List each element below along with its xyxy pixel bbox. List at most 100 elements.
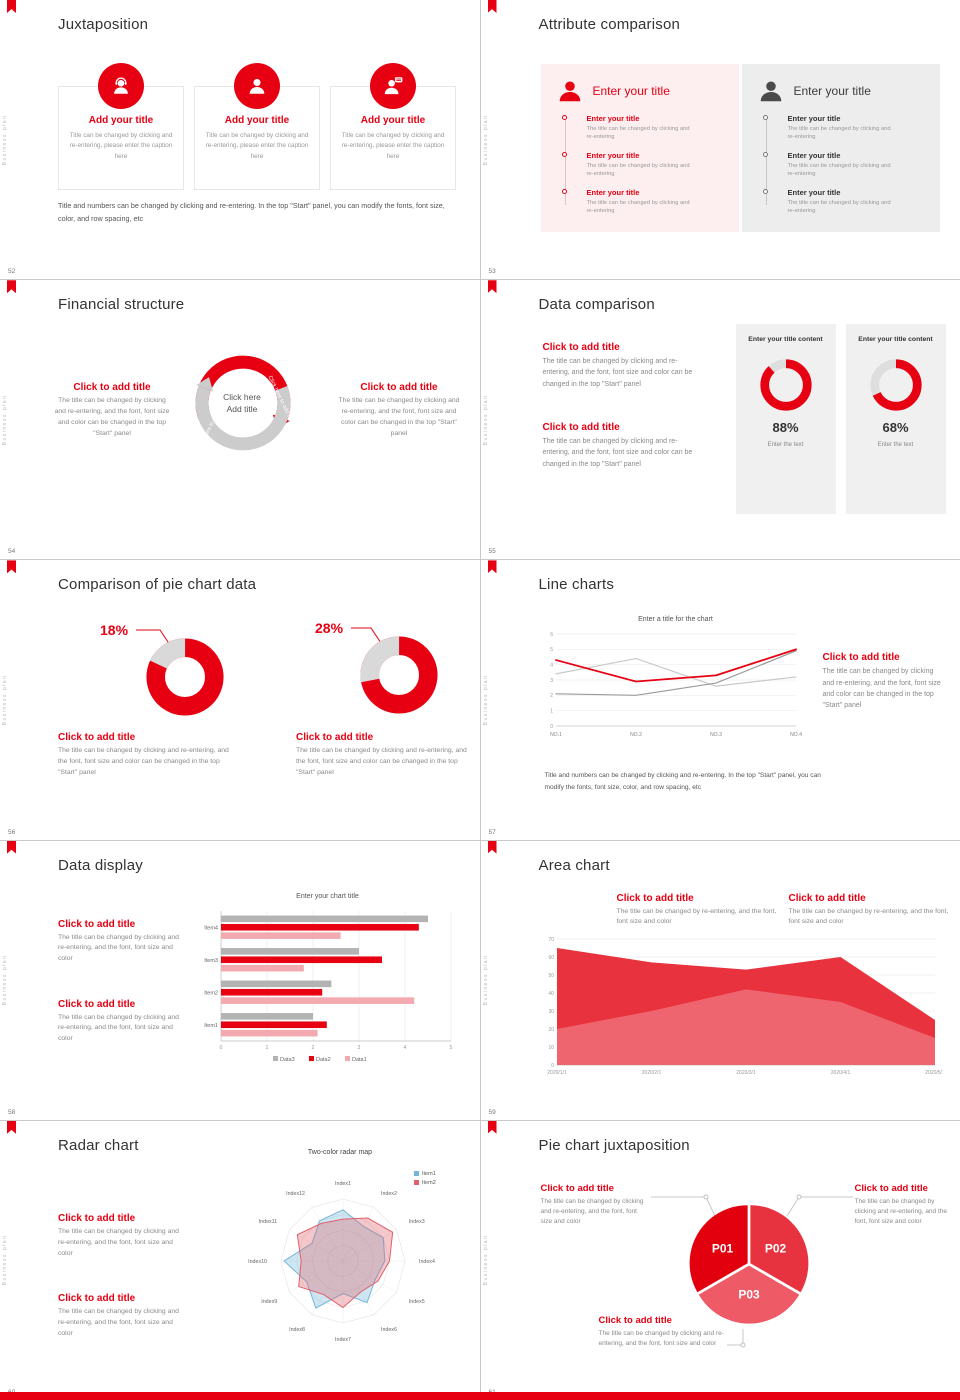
slide-number: 56 [8,828,16,836]
text-block: Click to add title The title can be chan… [823,652,947,711]
callout-line [136,629,173,649]
card-caption: Title can be changed by clicking and re-… [205,132,309,160]
legend-swatch-item1 [414,1171,419,1177]
legend-label: Item2 [422,1179,436,1186]
panel-header: Enter your title [557,78,729,104]
side-label: Business plan [482,114,489,165]
stat-card: Enter your title content 68% Enter the t… [845,324,946,515]
block-body: The title can be changed by clicking and… [58,1013,179,1043]
corner-flag-icon [487,1120,497,1134]
slide-58-data-display[interactable]: Business plan Data display Click to add … [0,840,480,1120]
svg-text:0: 0 [220,1045,223,1051]
side-label: Business plan [482,954,489,1006]
corner-flag-icon [7,280,16,294]
corner-flag-icon [487,840,497,854]
block-title: Click to add title [542,422,620,434]
legend-item: Item2 [414,1180,436,1186]
block-body: The title can be changed by clicking and… [542,438,693,468]
arrowhead-gray [196,377,214,392]
block-body: The title can be changed by clicking and… [822,668,941,709]
person-chat-icon [370,63,416,109]
item-desc: The title can be changed by clicking and… [586,162,690,178]
slide-54-financial-structure[interactable]: Business plan Financial structure Click … [0,280,480,560]
side-label: Business plan [2,114,8,165]
pie-chart: P01 P02 P03 [684,1199,814,1329]
slide-59-area-chart[interactable]: Business plan Area chart Click to add ti… [480,840,960,1120]
feature-card: Add your title Title can be changed by c… [194,63,320,190]
block-title: Click to add title [58,918,136,930]
svg-text:P03: P03 [738,1287,760,1301]
svg-text:NO.4: NO.4 [789,732,801,738]
slide-60-radar-chart[interactable]: Business plan Radar chart Click to add t… [0,1120,480,1400]
timeline-dot-icon [763,151,768,157]
text-block-bottom: Click to add title The title can be chan… [599,1315,725,1349]
block-body: The title can be changed by clicking and… [542,358,693,388]
person-icon [557,78,583,104]
slide-56-pie-comparison[interactable]: Business plan Comparison of pie chart da… [0,560,480,840]
slide-53-attribute-comparison[interactable]: Business plan Attribute comparison Enter… [480,0,960,280]
svg-text:NO.3: NO.3 [709,732,721,738]
corner-flag-icon [487,280,497,294]
slide-52-juxtaposition[interactable]: Business plan Juxtaposition Add your tit… [0,0,480,280]
timeline-dot-icon [562,151,567,157]
chart-title: Enter your chart title [296,892,359,900]
feature-card: Add your title Title can be changed by c… [58,63,184,190]
block-title: Click to add title [360,382,438,394]
block-title: Click to add title [73,382,151,394]
slide-61-pie-juxtaposition[interactable]: Business plan Pie chart juxtaposition P0… [480,1120,960,1400]
svg-text:Index6: Index6 [381,1327,397,1333]
corner-flag-icon [7,0,16,13]
svg-text:30: 30 [548,1008,554,1014]
text-block-right: Click to add title The title can be chan… [855,1183,951,1227]
slide-57-line-charts[interactable]: Business plan Line charts Enter a title … [480,560,960,840]
card-caption: Title can be changed by clicking and re-… [341,132,445,160]
item-desc: The title can be changed by clicking and… [787,162,891,178]
svg-text:Data1: Data1 [352,1057,367,1063]
block-body: The title can be changed by clicking and… [58,747,229,777]
svg-text:Index4: Index4 [419,1259,435,1265]
legend-label: Item1 [422,1170,436,1177]
side-label: Business plan [2,954,8,1006]
slide-number: 52 [8,268,16,276]
svg-text:0: 0 [550,724,553,730]
text-block: Click to add title The title can be chan… [58,1213,186,1260]
timeline-dot-icon [562,188,567,194]
text-block: Click to add title The title can be chan… [58,732,230,779]
svg-text:Index3: Index3 [409,1219,425,1225]
block-title: Click to add title [58,732,136,744]
timeline-item: Enter your title The title can be change… [562,187,729,216]
side-label: Business plan [2,1235,8,1286]
person-icon [758,78,784,104]
item-title: Enter your title [586,150,640,160]
footer-note: Title and numbers can be changed by clic… [544,772,821,792]
timeline-item: Enter your title The title can be change… [763,151,930,179]
timeline-dot-icon [763,115,768,120]
timeline: Enter your title The title can be change… [763,114,930,216]
item-title: Enter your title [586,187,640,197]
panel-title: Enter your title [793,84,871,98]
cycle-arrows-diagram [195,355,291,451]
text-block: Click to add title The title can be chan… [543,422,701,470]
svg-text:Index10: Index10 [248,1259,267,1265]
donut-chart-68 [867,356,925,414]
percent-callout: 28% [315,620,344,637]
block-title: Click to add title [822,652,900,664]
svg-text:60: 60 [548,954,554,960]
text-block: Click to add title The title can be chan… [58,919,184,966]
item-title: Enter your title [586,114,640,123]
diagram-center-text: Click here Add title [204,392,280,415]
slide-55-data-comparison[interactable]: Business plan Data comparison Click to a… [480,280,960,560]
slide-title: Financial structure [58,296,185,314]
center-line-2: Add title [226,403,258,414]
svg-text:2: 2 [312,1045,315,1051]
block-body: The title can be changed by clicking and… [58,1307,179,1337]
slide-title: Juxtaposition [58,16,149,33]
timeline-item: Enter your title The title can be change… [763,188,930,216]
card-caption: Title can be changed by clicking and re-… [69,132,173,160]
slide-title: Data comparison [538,296,655,314]
svg-text:Item3: Item3 [204,957,218,963]
slide-number: 53 [488,268,496,276]
legend-item: Item1 [414,1171,436,1177]
line-chart: 0 1 2 3 4 5 6 NO.1 NO.2 NO.3 NO.4 [541,626,803,744]
slide-title: Line charts [538,576,615,594]
